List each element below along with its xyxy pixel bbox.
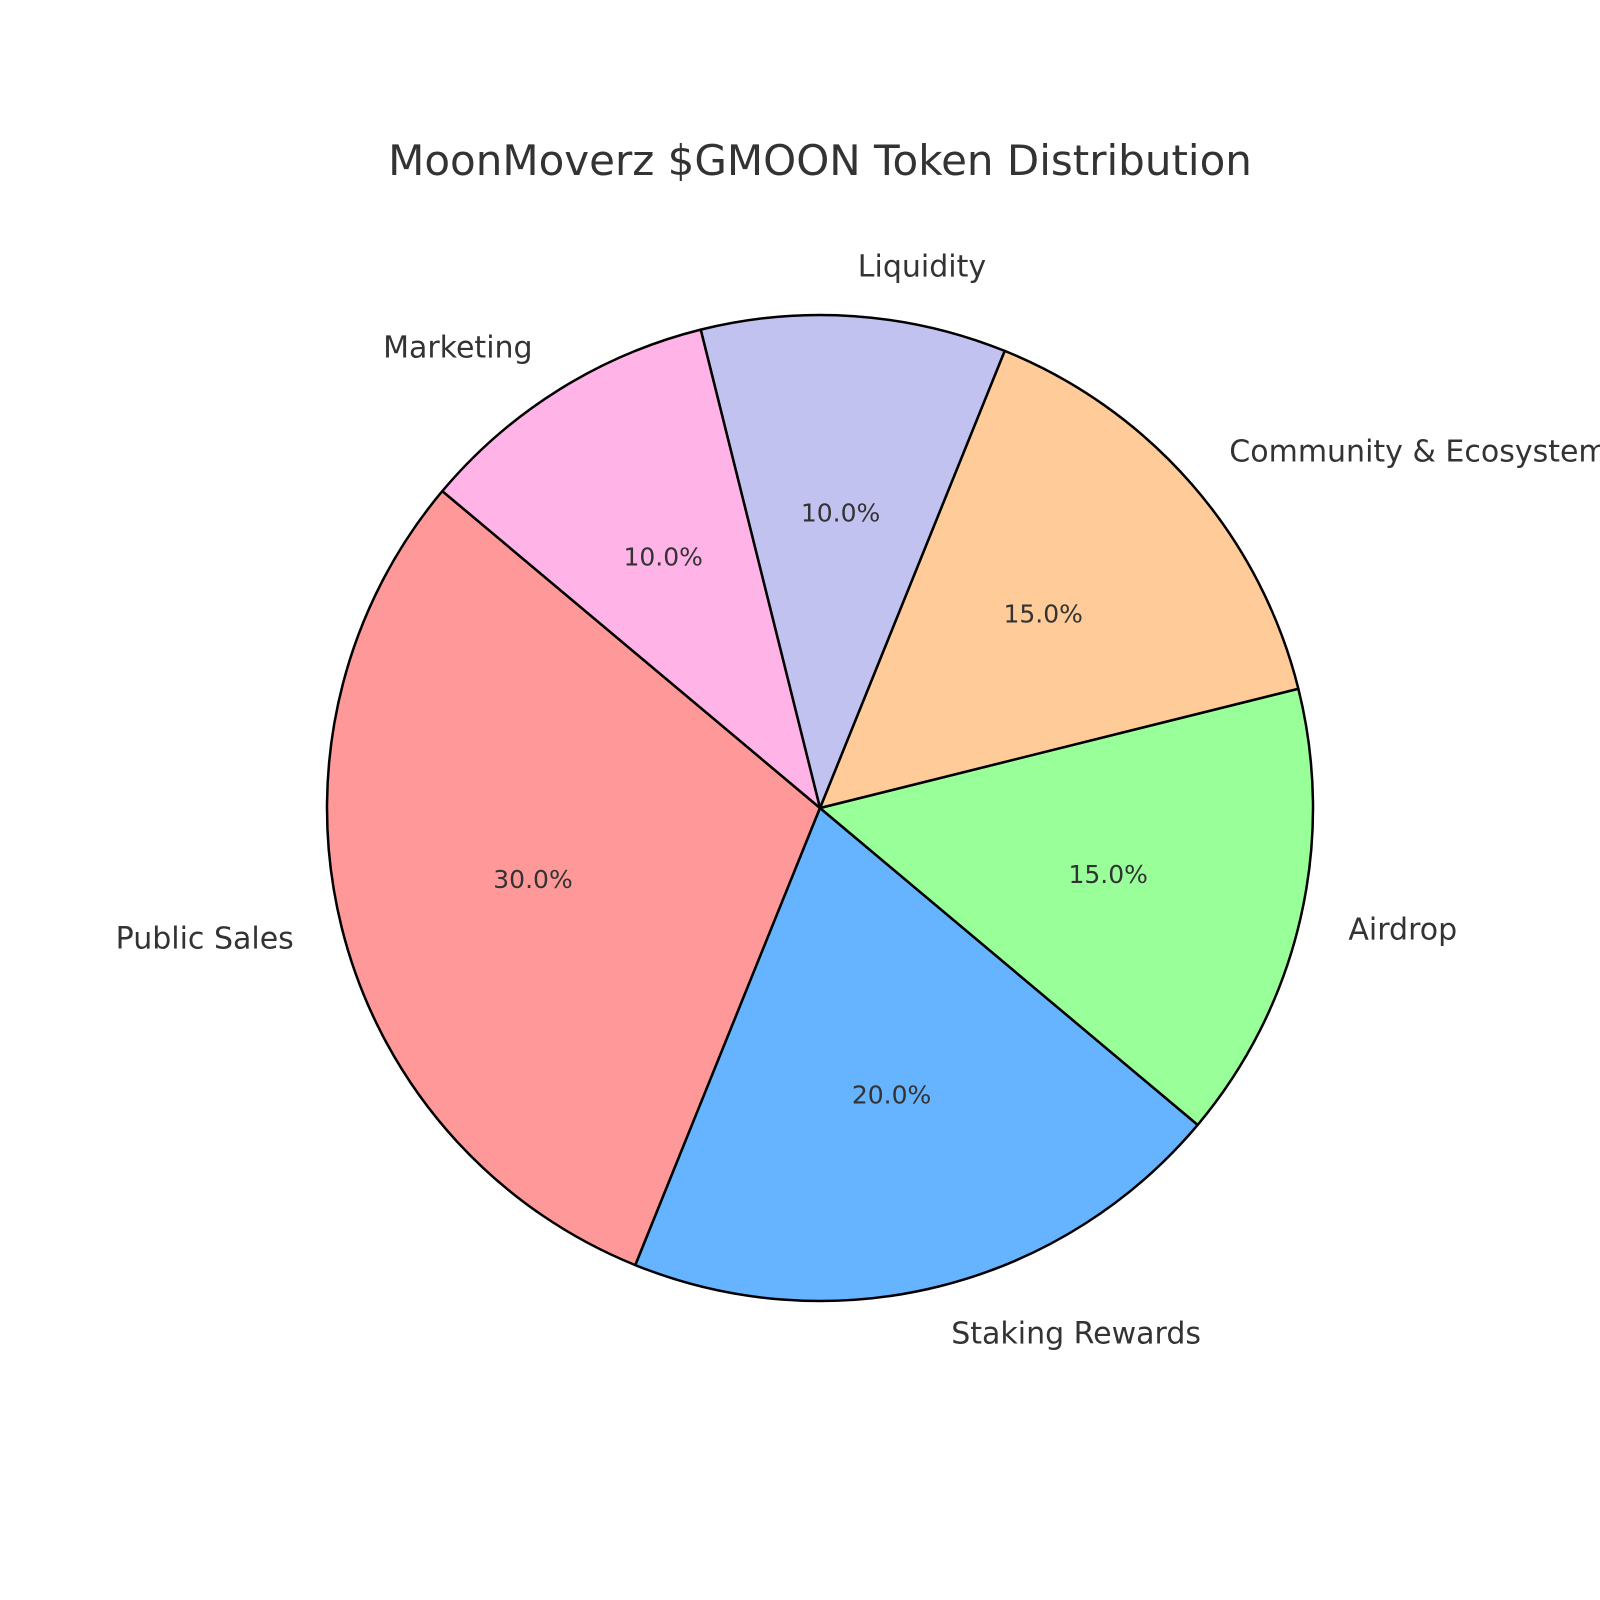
pie-slice-marketing — [441, 328, 822, 810]
category-label-public-sales: Public Sales — [116, 922, 294, 957]
pie-slice-liquidity — [699, 313, 1006, 810]
chart-title: MoonMoverz $GMOON Token Distribution — [388, 136, 1252, 185]
pie-slice-community-ecosystem — [818, 349, 1300, 810]
pie-slice-public-sales — [325, 489, 822, 1267]
category-label-liquidity: Liquidity — [858, 250, 986, 285]
pie-slices — [325, 313, 1315, 1303]
percent-label-public-sales: 30.0% — [493, 865, 572, 894]
category-label-staking-rewards: Staking Rewards — [951, 1317, 1201, 1352]
percent-label-liquidity: 10.0% — [801, 498, 880, 527]
category-labels: Public Sales Staking Rewards Airdrop Commun… — [116, 250, 1600, 1352]
percent-labels: 30.0% 20.0% 15.0% 15.0% 10.0% 10.0% — [493, 498, 1148, 1109]
category-label-airdrop: Airdrop — [1348, 913, 1457, 948]
pie-slice-airdrop — [818, 687, 1315, 1127]
percent-label-marketing: 10.0% — [623, 543, 702, 572]
percent-label-airdrop: 15.0% — [1068, 860, 1147, 889]
category-label-community-ecosystem: Community & Ecosystem — [1229, 435, 1600, 470]
percent-label-staking-rewards: 20.0% — [852, 1081, 931, 1110]
category-label-marketing: Marketing — [383, 331, 533, 366]
pie-slice-staking-rewards — [634, 806, 1199, 1303]
percent-label-community-ecosystem: 15.0% — [1003, 599, 1082, 628]
